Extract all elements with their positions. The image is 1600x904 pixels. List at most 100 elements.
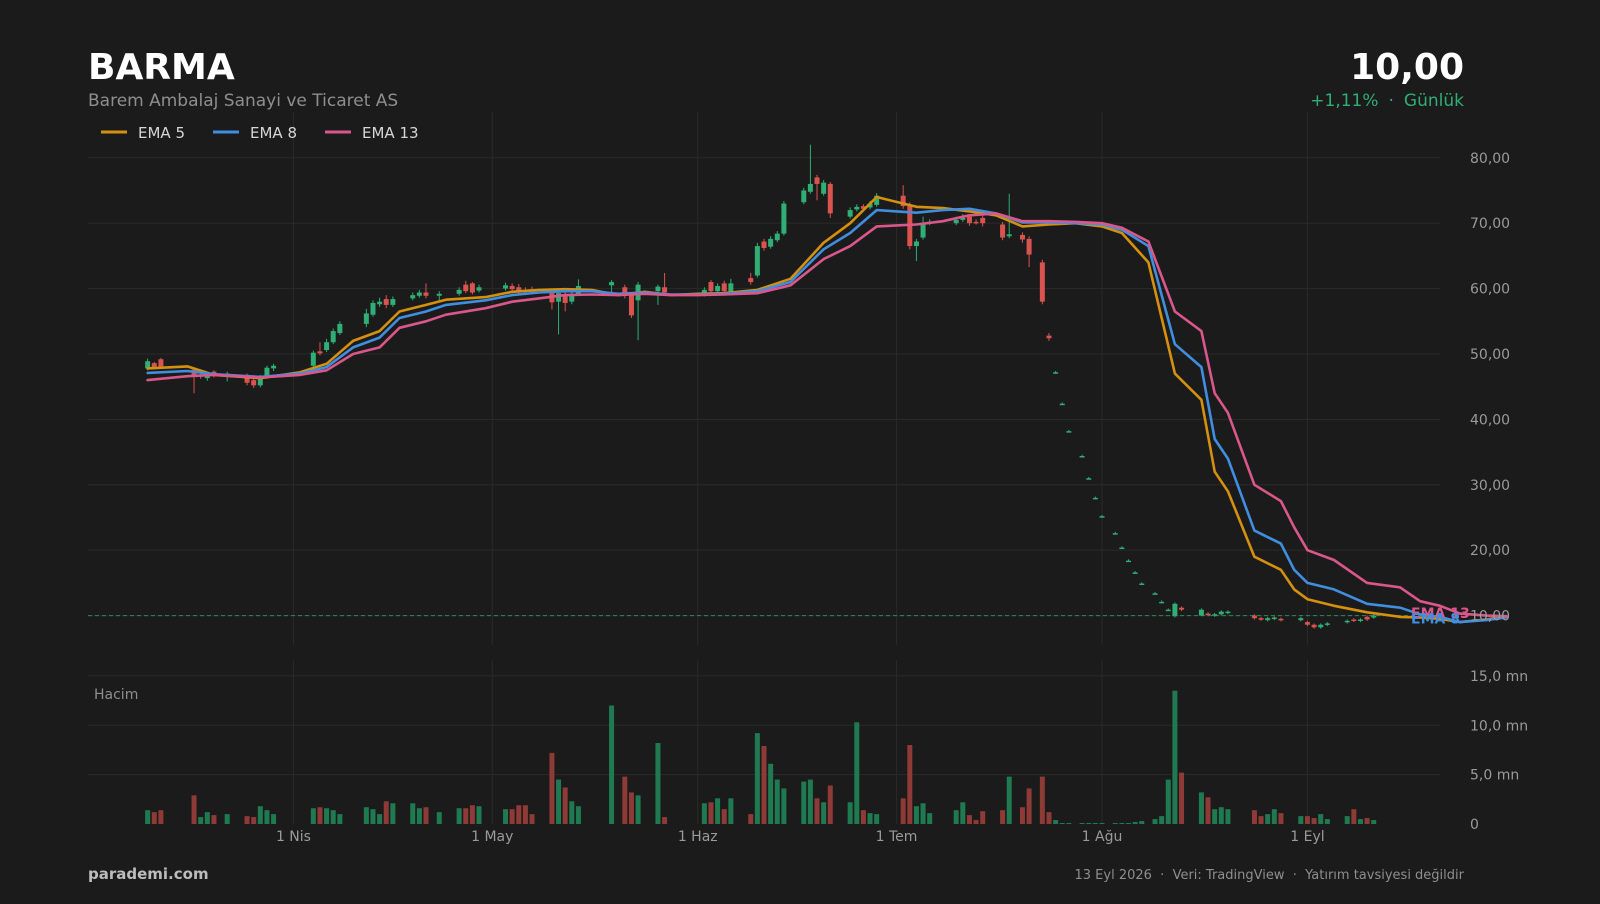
candle <box>715 283 721 294</box>
volume-bar <box>151 812 157 824</box>
candle-body <box>257 376 263 386</box>
volume-bar <box>1099 823 1105 824</box>
volume-bar <box>562 787 568 824</box>
volume-bar <box>1086 823 1092 824</box>
candle <box>1059 402 1065 406</box>
candle-body <box>847 210 853 217</box>
volume-bar <box>1258 816 1264 824</box>
candle <box>569 291 575 305</box>
candle-body <box>827 183 833 214</box>
volume-bar <box>1006 776 1012 824</box>
price-tick-label: 50,00 <box>1470 347 1510 363</box>
volume-bar <box>463 808 469 824</box>
volume-label: Hacim <box>94 687 138 703</box>
footer-brand[interactable]: parademi.com <box>88 865 209 883</box>
candle-body <box>330 331 336 343</box>
volume-bar <box>728 798 734 824</box>
volume-bar <box>257 806 263 824</box>
change-percent: +1,11% <box>1310 91 1378 111</box>
candle-body <box>158 359 164 368</box>
daily-change: +1,11% · Günlük <box>1310 91 1464 111</box>
candle <box>814 174 820 201</box>
candle-body <box>370 302 376 315</box>
candle-body <box>244 374 250 383</box>
candle <box>1165 608 1171 612</box>
candle <box>271 363 277 371</box>
candle-body <box>436 293 442 296</box>
candle <box>1139 582 1145 586</box>
candle-body <box>562 295 568 303</box>
volume-bar <box>748 814 754 824</box>
candle <box>410 292 416 301</box>
volume-bar <box>1079 823 1085 824</box>
volume-bar <box>1357 819 1363 824</box>
candle-body <box>854 206 860 210</box>
candle-body <box>1179 607 1185 610</box>
candle <box>1318 623 1324 629</box>
candle <box>1218 610 1224 616</box>
legend[interactable]: EMA 5 EMA 8 EMA 13 <box>101 124 419 142</box>
legend-label: EMA 5 <box>138 124 185 142</box>
axes: 80,00 70,00 60,00 50,00 40,00 30,00 20,00 10,00… <box>276 151 1528 845</box>
candle <box>748 272 754 285</box>
candle-body <box>655 286 661 292</box>
volume-bar <box>476 806 482 824</box>
candle <box>251 378 257 388</box>
candle-body <box>1092 497 1098 500</box>
volume-bar <box>628 792 634 824</box>
candle-body <box>1119 547 1125 550</box>
candle-body <box>728 283 734 293</box>
date-tick-label: 1 Ağu <box>1082 829 1123 845</box>
candle <box>1092 496 1098 500</box>
volume-bar <box>1311 818 1317 824</box>
candle-body <box>966 216 972 224</box>
volume-bar <box>423 807 429 824</box>
candle <box>628 293 634 319</box>
volume-bar <box>410 803 416 824</box>
candle-body <box>1225 611 1231 614</box>
candle-body <box>609 282 615 286</box>
volume-bar <box>324 808 330 824</box>
candle-body <box>317 351 323 354</box>
candle <box>1371 614 1377 619</box>
candle <box>390 296 396 307</box>
candle-body <box>324 342 330 351</box>
candle <box>874 193 880 207</box>
candle-body <box>469 283 475 293</box>
legend-item[interactable]: EMA 8 <box>213 124 297 142</box>
ema-line-2 <box>146 207 1508 624</box>
candle <box>827 181 833 218</box>
volume-bar <box>556 779 562 824</box>
candle <box>980 215 986 227</box>
legend-item[interactable]: EMA 13 <box>325 124 419 142</box>
volume-bar <box>264 810 270 824</box>
candle-body <box>1364 616 1370 620</box>
candle <box>761 238 767 251</box>
candle <box>973 219 979 225</box>
candle-body <box>1000 224 1006 238</box>
volume-bar <box>1046 812 1052 824</box>
candle-body <box>1139 583 1145 586</box>
candle <box>768 236 774 249</box>
candle-body <box>953 219 959 224</box>
volume-bar <box>1298 816 1304 824</box>
candle-body <box>1258 618 1264 620</box>
volume-tick-label: 15,0 mn <box>1470 669 1528 685</box>
candle-body <box>423 292 429 296</box>
date-tick-label: 1 May <box>471 829 513 845</box>
candle <box>1159 600 1165 604</box>
volume-bar <box>1132 822 1138 824</box>
volume-bar <box>549 752 555 824</box>
volume-bar <box>370 809 376 824</box>
volume-bar <box>900 798 906 824</box>
volume-bar <box>529 814 535 824</box>
volume-bar <box>1059 823 1065 824</box>
volume-bar <box>516 805 522 824</box>
price-tick-label: 80,00 <box>1470 151 1510 167</box>
candle <box>476 284 482 293</box>
candle <box>1119 546 1125 550</box>
volume-bar <box>701 803 707 824</box>
legend-item[interactable]: EMA 5 <box>101 124 185 142</box>
